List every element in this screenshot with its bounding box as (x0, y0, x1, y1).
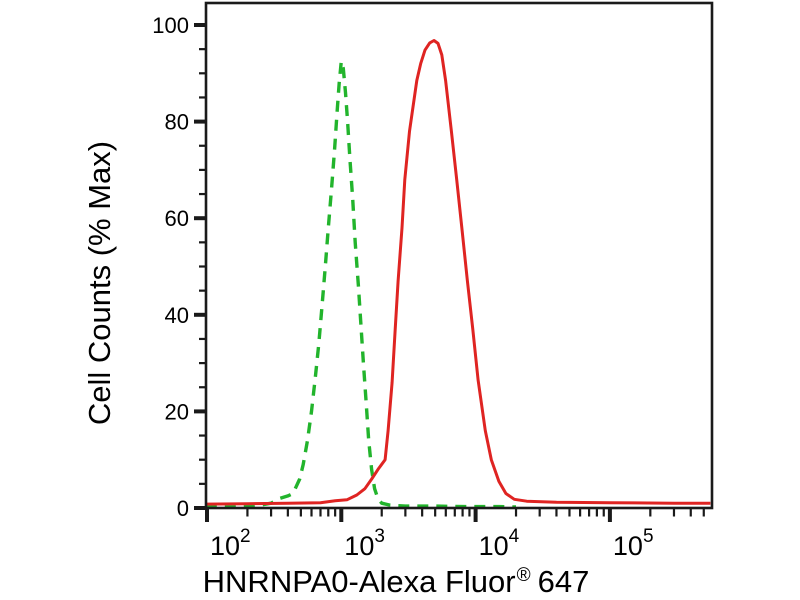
y-tick-label: 100 (152, 13, 189, 38)
x-axis-title: HNRNPA0-Alexa Fluor® 647 (203, 564, 590, 600)
x-axis-title-main: HNRNPA0-Alexa Fluor (202, 564, 516, 599)
tick-labels: 0 20 40 60 80 100 102 103 104 105 (152, 13, 653, 561)
y-tick-label: 20 (165, 399, 189, 424)
y-tick-label: 0 (177, 496, 189, 521)
registered-trademark-symbol: ® (516, 565, 531, 586)
series-red-solid-hnrnpa0-curve (206, 39, 711, 506)
y-tick-label: 60 (165, 206, 189, 231)
x-axis-title-number: 647 (537, 564, 590, 599)
series-green-dashed-control-curve (206, 59, 517, 508)
x-tick-label: 105 (613, 526, 654, 561)
y-tick-label: 40 (165, 303, 189, 328)
y-axis-title: Cell Counts (% Max) (82, 140, 117, 426)
x-tick-label: 103 (344, 526, 385, 561)
plot-border (204, 1, 714, 510)
curves (206, 39, 711, 508)
y-tick-label: 80 (165, 110, 189, 135)
x-tick-label: 104 (479, 526, 520, 561)
x-tick-label: 102 (210, 526, 251, 561)
